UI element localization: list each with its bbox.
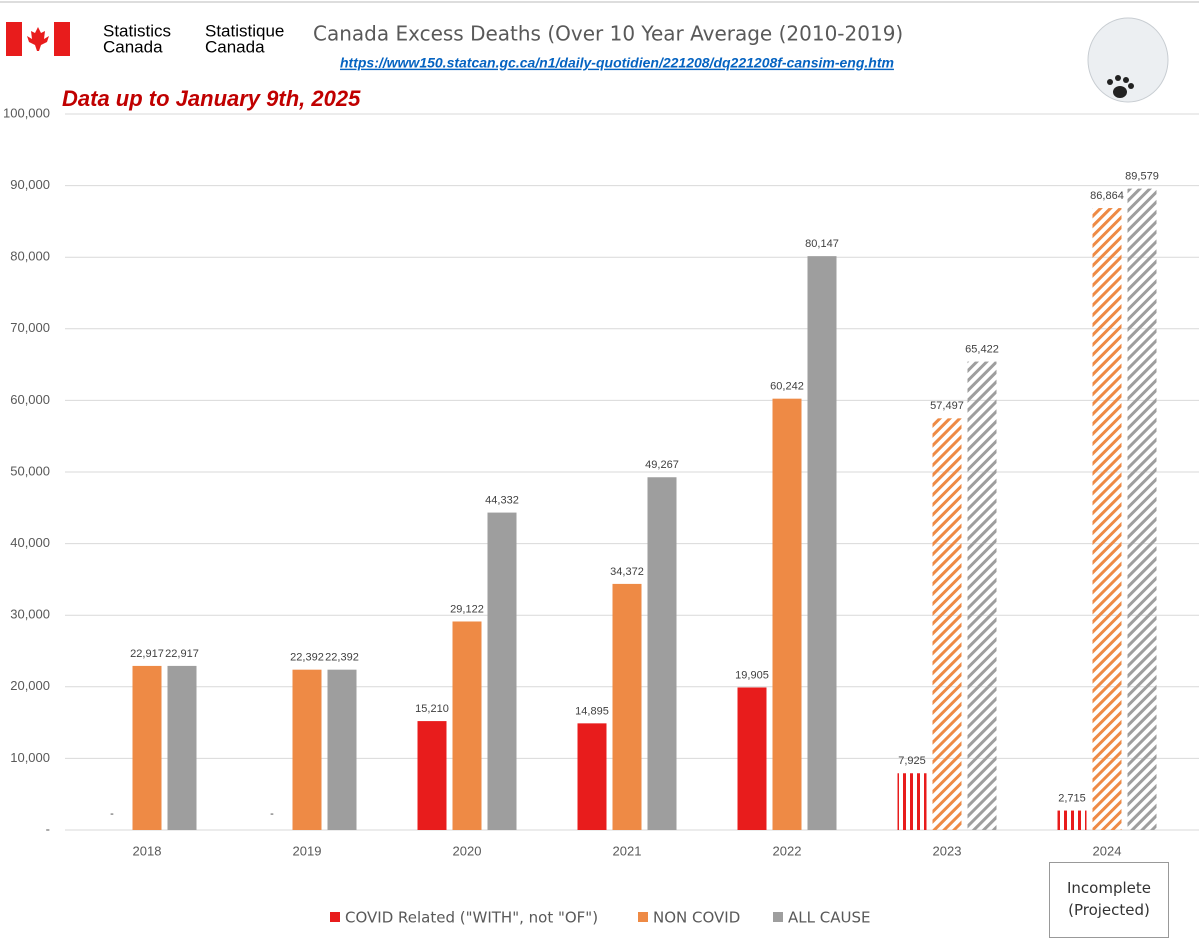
data-label: 65,422 [965, 343, 999, 355]
y-tick-label: 30,000 [10, 607, 50, 622]
legend-swatch [330, 912, 340, 922]
bar [292, 669, 322, 830]
logo-text: Statistics [103, 21, 171, 40]
data-label: 80,147 [805, 238, 839, 250]
bar [132, 665, 162, 830]
y-tick-label: 90,000 [10, 177, 50, 192]
x-tick-label: 2024 [1093, 843, 1122, 858]
data-label: 44,332 [485, 494, 519, 506]
data-label: 14,895 [575, 705, 609, 717]
data-label: 49,267 [645, 459, 679, 471]
y-tick-label: 20,000 [10, 678, 50, 693]
logo-text: Canada [205, 37, 265, 56]
data-label: 89,579 [1125, 171, 1159, 183]
bar [487, 512, 517, 830]
data-label: 22,917 [130, 648, 164, 660]
bar [897, 773, 927, 830]
bar [1092, 208, 1122, 830]
annotation-box: Incomplete (Projected) [1049, 862, 1169, 938]
flag [6, 22, 70, 56]
source-link[interactable]: https://www150.statcan.gc.ca/n1/daily-qu… [340, 55, 894, 71]
data-label: 86,864 [1090, 190, 1124, 202]
data-label: 22,392 [290, 652, 324, 664]
bar [737, 687, 767, 830]
bar [612, 583, 642, 830]
bar [1127, 188, 1157, 830]
x-tick-label: 2023 [933, 843, 962, 858]
x-tick-label: 2018 [133, 843, 162, 858]
bar [167, 665, 197, 830]
data-label: 60,242 [770, 381, 804, 393]
data-label: 2,715 [1058, 792, 1086, 804]
x-tick-label: 2021 [613, 843, 642, 858]
bar [807, 256, 837, 831]
bar [967, 361, 997, 830]
x-tick-label: 2022 [773, 843, 802, 858]
bar [417, 721, 447, 830]
bar [327, 669, 357, 830]
data-label: 19,905 [735, 669, 769, 681]
data-label: 22,392 [325, 652, 359, 664]
data-label: 34,372 [610, 566, 644, 578]
legend-swatch [638, 912, 648, 922]
data-label: - [110, 808, 114, 820]
y-tick-label: 10,000 [10, 750, 50, 765]
y-tick-label: - [46, 821, 50, 836]
legend-label: COVID Related ("WITH", not "OF") [345, 909, 598, 927]
logo-text: Canada [103, 37, 163, 56]
legend-swatch [773, 912, 783, 922]
y-tick-label: 40,000 [10, 535, 50, 550]
x-tick-label: 2020 [453, 843, 482, 858]
bar [452, 621, 482, 830]
bar [647, 477, 677, 830]
y-tick-label: 70,000 [10, 320, 50, 335]
wolf-logo [1087, 17, 1169, 103]
data-label: 22,917 [165, 648, 199, 660]
data-label: 29,122 [450, 603, 484, 615]
data-label: 57,497 [930, 400, 964, 412]
chart-subtitle: Data up to January 9th, 2025 [62, 86, 361, 111]
data-label: 15,210 [415, 703, 449, 715]
bar [772, 398, 802, 830]
x-tick-label: 2019 [293, 843, 322, 858]
data-label: 7,925 [898, 755, 926, 767]
legend-label: NON COVID [653, 909, 740, 927]
bar [932, 418, 962, 830]
data-label: - [270, 808, 274, 820]
y-tick-label: 50,000 [10, 463, 50, 478]
y-tick-label: 60,000 [10, 392, 50, 407]
bar [1057, 810, 1087, 830]
y-tick-label: 100,000 [3, 105, 50, 120]
legend-label: ALL CAUSE [788, 909, 870, 927]
y-tick-label: 80,000 [10, 249, 50, 264]
annotation: Incomplete (Projected) [1049, 862, 1169, 938]
chart-title: Canada Excess Deaths (Over 10 Year Avera… [313, 22, 903, 46]
logo-text: Statistique [205, 21, 284, 40]
bar [577, 723, 607, 830]
